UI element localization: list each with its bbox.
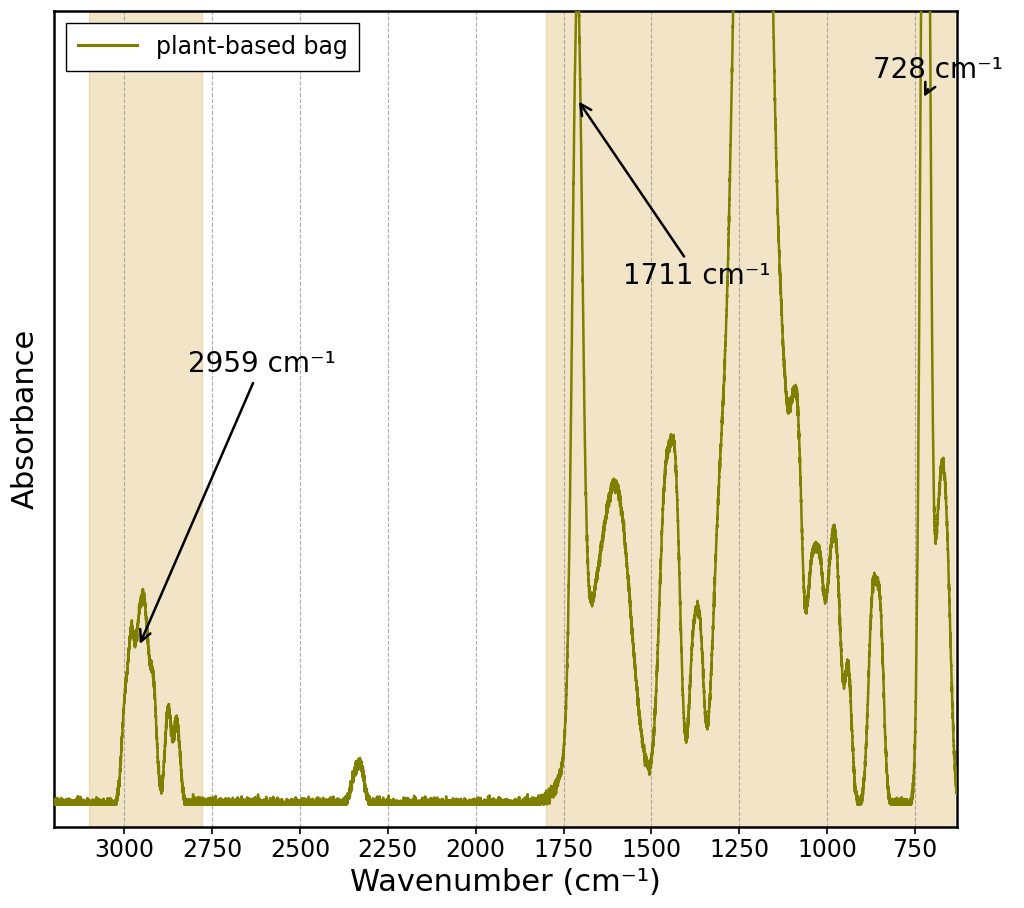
- Text: 2959 cm⁻¹: 2959 cm⁻¹: [140, 350, 335, 641]
- Legend: plant-based bag: plant-based bag: [66, 23, 359, 71]
- Bar: [89, 11, 202, 826]
- Bar: [546, 11, 953, 826]
- Text: 1711 cm⁻¹: 1711 cm⁻¹: [581, 104, 771, 290]
- Text: 728 cm⁻¹: 728 cm⁻¹: [872, 56, 1002, 94]
- X-axis label: Wavenumber (cm⁻¹): Wavenumber (cm⁻¹): [350, 868, 662, 897]
- Y-axis label: Absorbance: Absorbance: [11, 329, 40, 509]
